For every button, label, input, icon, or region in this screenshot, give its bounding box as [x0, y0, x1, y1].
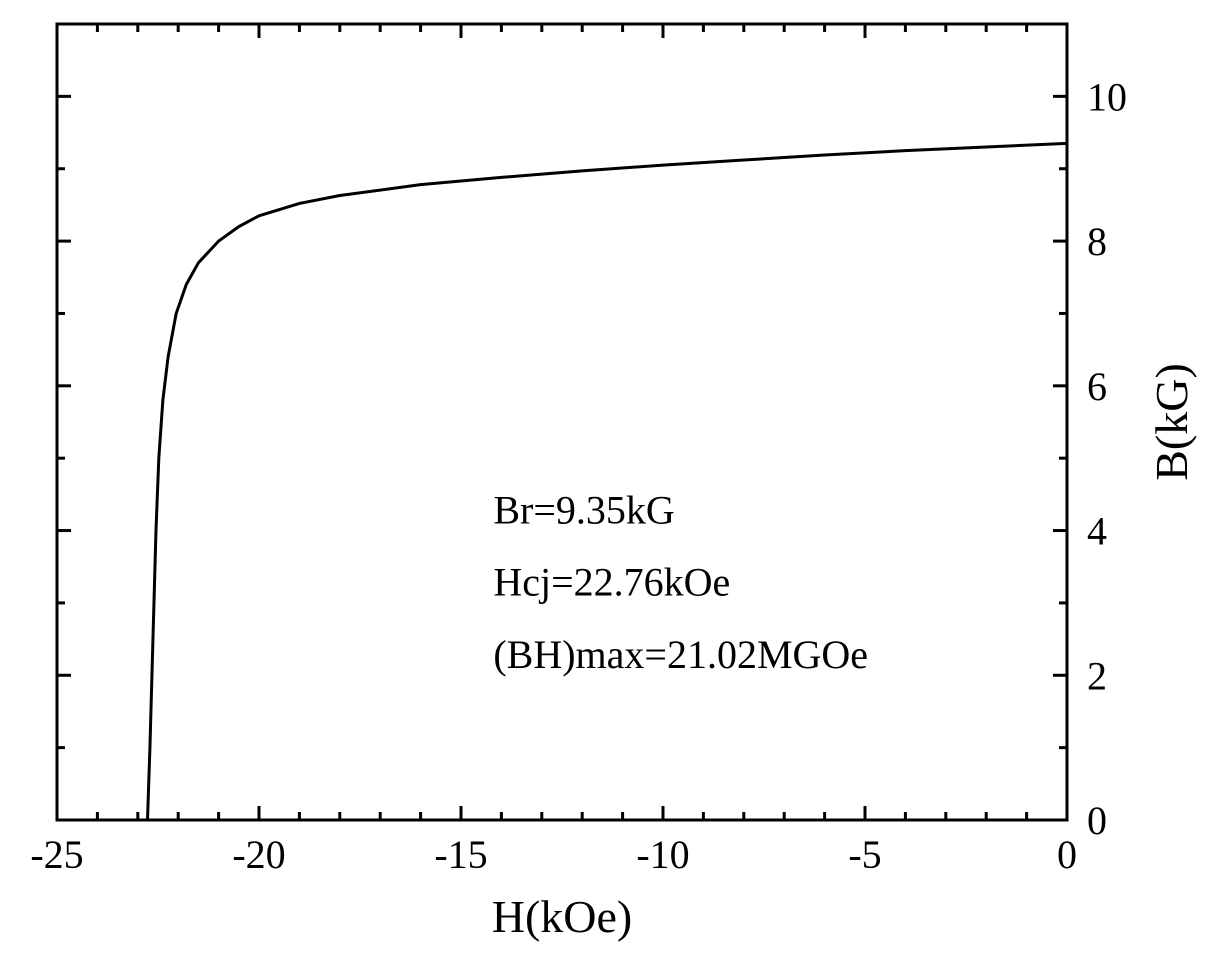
annotation-bhmax: (BH)max=21.02MGOe [493, 632, 868, 677]
x-tick-label: -15 [434, 832, 487, 877]
y-tick-label: 10 [1087, 74, 1127, 119]
x-axis-label: H(kOe) [492, 891, 633, 942]
y-tick-label: 2 [1087, 653, 1107, 698]
demagnetization-chart: -25 -20 -15 -10 -5 00 2 4 6 8 10 H(kOe) B(kG) Br=9.35… [0, 0, 1222, 961]
x-tick-label: -20 [232, 832, 285, 877]
y-tick-label: 6 [1087, 364, 1107, 409]
y-tick-label: 0 [1087, 798, 1107, 843]
y-tick-label: 4 [1087, 509, 1107, 554]
x-tick-label: -5 [848, 832, 881, 877]
x-tick-label: 0 [1057, 832, 1077, 877]
annotation-br: Br=9.35kG [493, 487, 674, 532]
annotation-hcj: Hcj=22.76kOe [493, 560, 730, 605]
y-axis-label: B(kG) [1146, 363, 1197, 481]
x-tick-label: -10 [636, 832, 689, 877]
y-tick-label: 8 [1087, 219, 1107, 264]
x-tick-label: -25 [30, 832, 83, 877]
